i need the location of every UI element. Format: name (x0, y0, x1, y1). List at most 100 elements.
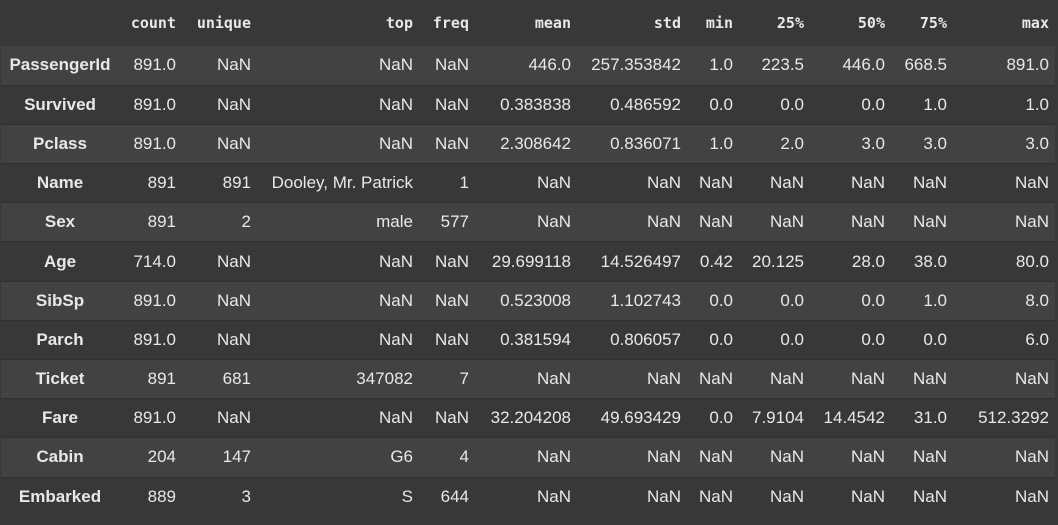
table-cell: 0.0 (891, 319, 953, 360)
row-index-label: Pclass (1, 123, 119, 164)
table-cell: 891.0 (119, 280, 182, 321)
table-cell: NaN (687, 163, 739, 203)
table-cell: NaN (891, 437, 953, 478)
table-cell: 347082 (257, 358, 419, 399)
table-cell: 891.0 (119, 398, 182, 438)
table-cell: 644 (419, 476, 475, 517)
table-body: PassengerId 891.0 NaN NaN NaN 446.0 257.353842… (1, 46, 1055, 517)
table-row: Cabin 204 147 G6 4 NaN NaN NaN NaN NaN NaN NaN (1, 437, 1055, 478)
table-cell: 891.0 (133, 55, 176, 75)
row-index-label: Age (1, 241, 119, 282)
table-cell: NaN (891, 202, 953, 242)
table-cell: NaN (475, 476, 577, 517)
table-cell: NaN (182, 84, 257, 125)
table-cell: NaN (687, 358, 739, 399)
table-cell: 28.0 (810, 241, 891, 282)
table-cell: 0.0 (810, 319, 891, 360)
table-cell: NaN (475, 358, 577, 399)
table-cell: NaN (739, 437, 810, 478)
table-cell: NaN (419, 280, 475, 321)
table-row: Name 891 891 Dooley, Mr. Patrick 1 NaN NaN NaN N… (1, 163, 1055, 203)
table-cell: NaN (577, 202, 687, 242)
table-cell: 714.0 (119, 241, 182, 282)
table-row: Age 714.0 NaN NaN NaN 29.699118 14.526497 0.42 2… (1, 241, 1055, 282)
table-cell: 0.486592 (577, 84, 687, 125)
table-cell: 1 (419, 163, 475, 203)
row-index-label: Cabin (1, 437, 119, 478)
table-cell: 577 (419, 202, 475, 242)
table-cell: 3.0 (891, 123, 953, 164)
table-cell: 8.0 (953, 280, 1055, 321)
table-cell: 223.5 (761, 55, 804, 75)
table-cell: NaN (475, 202, 577, 242)
table-cell: NaN (257, 280, 419, 321)
table-cell: NaN (419, 398, 475, 438)
table-cell: 0.0 (687, 280, 739, 321)
table-cell: NaN (257, 84, 419, 125)
table-cell: 1.102743 (577, 280, 687, 321)
row-index-label: Name (1, 163, 119, 203)
table-cell: NaN (953, 358, 1055, 399)
row-index-label: Sex (1, 202, 119, 242)
table-cell: 891.0 (119, 84, 182, 125)
table-cell: 20.125 (739, 241, 810, 282)
column-header: std (577, 0, 687, 46)
column-header: freq (419, 0, 475, 46)
table-cell: 29.699118 (475, 241, 577, 282)
table-cell: 889 (119, 476, 182, 517)
table-cell: NaN (182, 280, 257, 321)
column-header: min (687, 0, 739, 46)
table-cell: NaN (739, 358, 810, 399)
table-cell: NaN (687, 476, 739, 517)
table-cell: 891 (119, 358, 182, 399)
table-cell: 891.0 (119, 123, 182, 164)
table-cell: NaN (419, 319, 475, 360)
table-cell: NaN (953, 202, 1055, 242)
table-cell: G6 (257, 437, 419, 478)
header-index-corner (1, 0, 119, 46)
table-row: Pclass 891.0 NaN NaN NaN 2.308642 0.836071 1.0 2… (1, 123, 1055, 164)
table-cell: 14.526497 (577, 241, 687, 282)
row-index-label: Survived (1, 84, 119, 125)
table-cell: NaN (182, 319, 257, 360)
table-row: Fare 891.0 NaN NaN NaN 32.204208 49.693429 0.0 7… (1, 398, 1055, 438)
table-cell: 1.0 (891, 84, 953, 125)
table-cell: NaN (257, 319, 419, 360)
column-header: max (953, 0, 1055, 46)
table-cell: NaN (577, 476, 687, 517)
table-cell: NaN (182, 123, 257, 164)
column-header: 25% (739, 0, 810, 46)
table-cell: NaN (419, 241, 475, 282)
table-row: Embarked 889 3 S 644 NaN NaN NaN NaN NaN NaN NaN (1, 476, 1055, 517)
table-cell: NaN (891, 476, 953, 517)
table-cell: 891.0 (1006, 55, 1049, 75)
table-cell: 2.0 (739, 123, 810, 164)
table-cell: 681 (182, 358, 257, 399)
row-index-label: Embarked (1, 476, 119, 517)
table-cell: NaN (810, 358, 891, 399)
table-cell: NaN (953, 163, 1055, 203)
table-cell: 204 (119, 437, 182, 478)
table-cell: NaN (953, 476, 1055, 517)
row-index-label: Fare (1, 398, 119, 438)
table-cell: NaN (687, 202, 739, 242)
table-cell: NaN (475, 437, 577, 478)
table-cell: 891 (119, 202, 182, 242)
table-cell: 0.0 (687, 84, 739, 125)
table-cell: NaN (419, 123, 475, 164)
table-cell: 3.0 (810, 123, 891, 164)
table-cell: NaN (810, 163, 891, 203)
table-cell: 0.381594 (475, 319, 577, 360)
table-cell: NaN (739, 202, 810, 242)
table-cell: 3 (182, 476, 257, 517)
table-cell: NaN (891, 163, 953, 203)
table-cell: NaN (378, 55, 413, 75)
table-cell: NaN (419, 84, 475, 125)
table-cell: NaN (182, 241, 257, 282)
table-cell: 31.0 (891, 398, 953, 438)
table-row: Sex 891 2 male 577 NaN NaN NaN NaN NaN NaN NaN (1, 202, 1055, 242)
table-cell: 2.308642 (475, 123, 577, 164)
table-cell: 1.0 (709, 55, 733, 75)
table-cell: 1.0 (687, 123, 739, 164)
